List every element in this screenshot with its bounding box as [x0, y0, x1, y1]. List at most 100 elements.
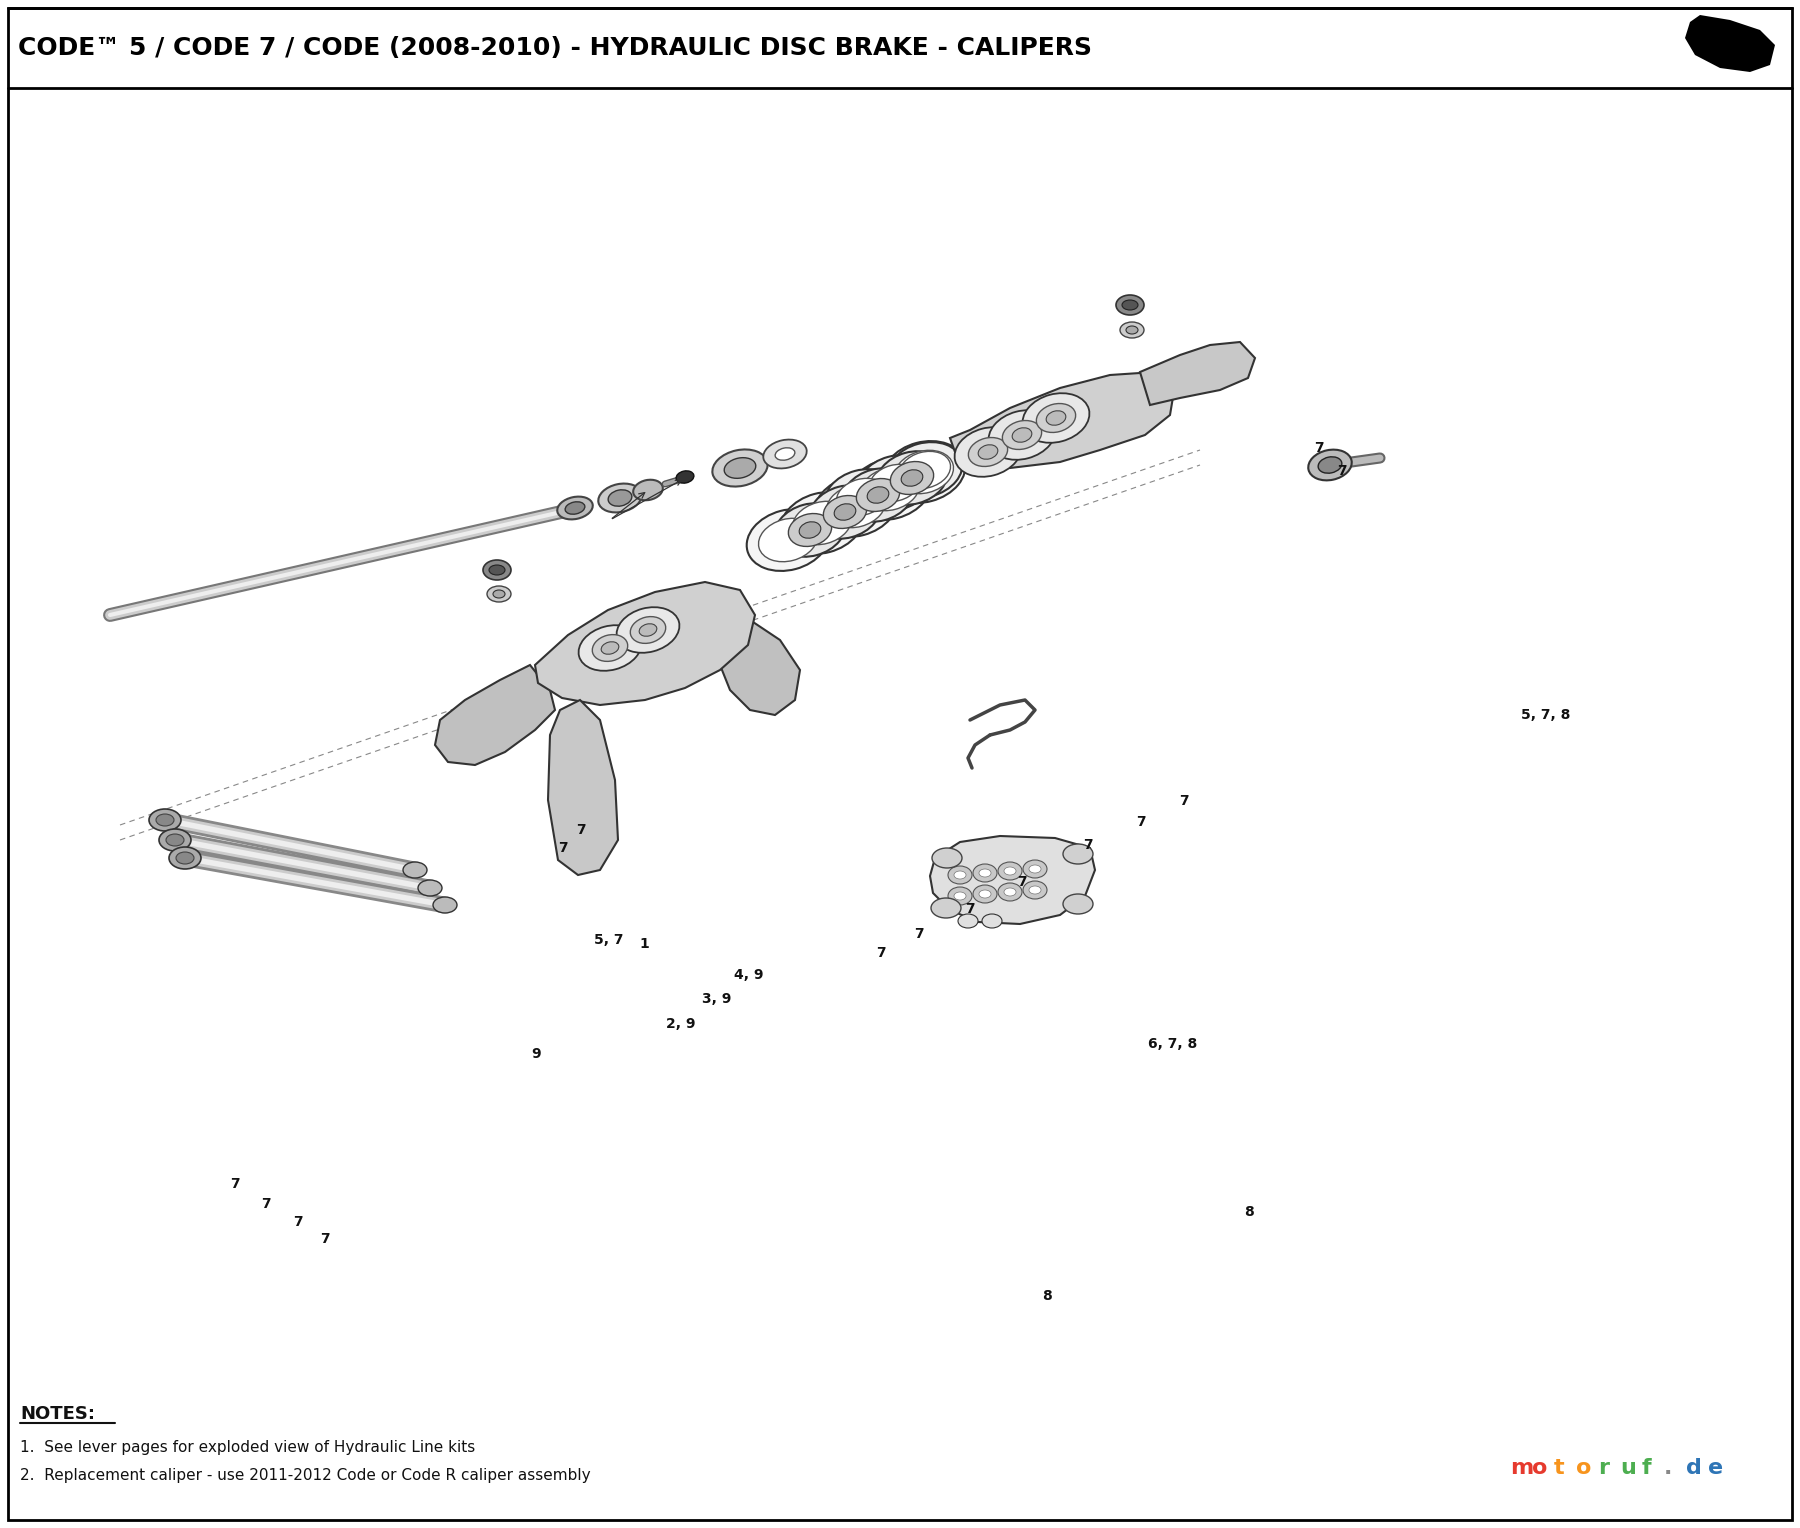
Ellipse shape	[488, 587, 511, 602]
Text: 7: 7	[230, 1177, 239, 1192]
Ellipse shape	[842, 468, 913, 521]
Ellipse shape	[877, 451, 947, 504]
Text: 7: 7	[877, 946, 886, 961]
Ellipse shape	[932, 848, 961, 868]
Text: e: e	[1708, 1458, 1723, 1478]
Text: m: m	[1510, 1458, 1534, 1478]
Ellipse shape	[997, 883, 1022, 902]
Polygon shape	[1685, 15, 1775, 72]
Ellipse shape	[482, 559, 511, 581]
Ellipse shape	[983, 914, 1003, 927]
Ellipse shape	[490, 565, 506, 575]
Ellipse shape	[1022, 882, 1048, 898]
Text: 7: 7	[558, 840, 567, 856]
Text: f: f	[1642, 1458, 1652, 1478]
Ellipse shape	[617, 607, 679, 652]
Ellipse shape	[758, 518, 817, 562]
Ellipse shape	[1030, 865, 1040, 872]
Ellipse shape	[608, 490, 632, 506]
Ellipse shape	[979, 869, 992, 877]
Text: 7: 7	[320, 1232, 329, 1247]
Ellipse shape	[763, 440, 806, 469]
Ellipse shape	[810, 486, 880, 539]
Ellipse shape	[931, 898, 961, 918]
Ellipse shape	[1116, 295, 1145, 315]
Ellipse shape	[949, 866, 972, 885]
Text: 7: 7	[261, 1196, 270, 1212]
Ellipse shape	[1309, 449, 1352, 480]
Ellipse shape	[891, 461, 934, 495]
Text: 7: 7	[914, 926, 923, 941]
Polygon shape	[547, 700, 617, 876]
Ellipse shape	[1064, 894, 1093, 914]
Ellipse shape	[968, 437, 1008, 466]
Text: 1: 1	[639, 937, 648, 952]
Text: 7: 7	[1337, 463, 1346, 478]
Text: 5, 7, 8: 5, 7, 8	[1521, 707, 1570, 723]
Ellipse shape	[713, 449, 767, 486]
Text: o: o	[1577, 1458, 1591, 1478]
Text: 7: 7	[1314, 440, 1323, 455]
Text: 9: 9	[531, 1047, 540, 1062]
Ellipse shape	[1318, 457, 1341, 474]
Ellipse shape	[592, 634, 628, 662]
Ellipse shape	[1037, 403, 1076, 432]
Ellipse shape	[895, 451, 954, 494]
Ellipse shape	[979, 889, 992, 898]
Ellipse shape	[781, 492, 864, 555]
Ellipse shape	[954, 871, 967, 879]
Ellipse shape	[1022, 393, 1089, 443]
Ellipse shape	[902, 469, 923, 486]
Ellipse shape	[1012, 428, 1031, 442]
Text: r: r	[1598, 1458, 1609, 1478]
Text: 4, 9: 4, 9	[734, 967, 763, 983]
Ellipse shape	[788, 513, 832, 547]
Ellipse shape	[1030, 886, 1040, 894]
Ellipse shape	[169, 847, 202, 869]
Text: d: d	[1687, 1458, 1701, 1478]
Ellipse shape	[598, 483, 643, 512]
Ellipse shape	[158, 830, 191, 851]
Ellipse shape	[403, 862, 427, 879]
Text: .: .	[1663, 1458, 1672, 1478]
Ellipse shape	[869, 465, 920, 501]
Ellipse shape	[434, 897, 457, 914]
Polygon shape	[535, 582, 754, 704]
Text: 7: 7	[1136, 814, 1145, 830]
Ellipse shape	[826, 484, 886, 527]
Ellipse shape	[815, 475, 898, 536]
Ellipse shape	[977, 445, 997, 460]
Ellipse shape	[954, 428, 1021, 477]
Ellipse shape	[882, 442, 965, 503]
Ellipse shape	[724, 458, 756, 478]
Ellipse shape	[860, 468, 920, 510]
Ellipse shape	[776, 448, 796, 460]
Ellipse shape	[900, 451, 950, 489]
Ellipse shape	[1022, 860, 1048, 879]
Ellipse shape	[974, 885, 997, 903]
Text: 8: 8	[1244, 1204, 1253, 1219]
Ellipse shape	[1004, 866, 1015, 876]
Ellipse shape	[837, 478, 887, 515]
Polygon shape	[950, 371, 1175, 468]
Ellipse shape	[974, 863, 997, 882]
Polygon shape	[436, 665, 554, 766]
Text: 1.  See lever pages for exploded view of Hydraulic Line kits: 1. See lever pages for exploded view of …	[20, 1439, 475, 1455]
Text: 7: 7	[576, 822, 585, 837]
Ellipse shape	[639, 623, 657, 636]
Ellipse shape	[958, 914, 977, 927]
Text: CODE™ 5 / CODE 7 / CODE (2008-2010) - HYDRAULIC DISC BRAKE - CALIPERS: CODE™ 5 / CODE 7 / CODE (2008-2010) - HY…	[18, 37, 1093, 60]
Text: 7: 7	[293, 1215, 302, 1230]
Ellipse shape	[857, 455, 932, 510]
Ellipse shape	[833, 504, 855, 520]
Ellipse shape	[857, 478, 900, 512]
Ellipse shape	[149, 808, 182, 831]
Ellipse shape	[868, 487, 889, 503]
Ellipse shape	[157, 814, 175, 827]
Text: 7: 7	[1017, 874, 1026, 889]
Polygon shape	[720, 620, 799, 715]
Text: 3, 9: 3, 9	[702, 992, 731, 1007]
Text: 6, 7, 8: 6, 7, 8	[1148, 1036, 1197, 1051]
Ellipse shape	[630, 617, 666, 643]
Text: u: u	[1620, 1458, 1636, 1478]
